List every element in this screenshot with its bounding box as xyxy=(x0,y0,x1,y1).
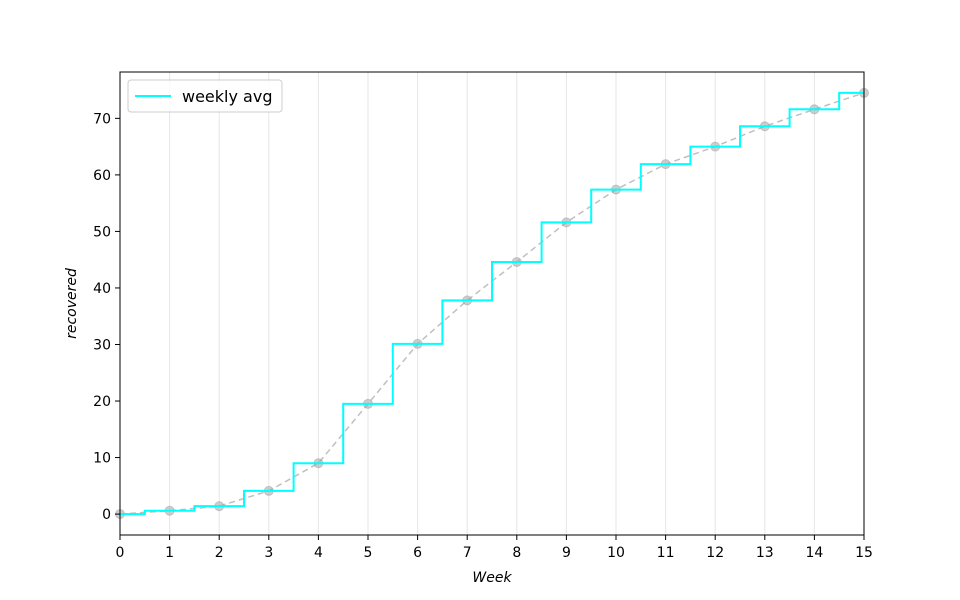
x-tick-label-14: 14 xyxy=(805,545,823,561)
y-axis-ticks: 0 10 20 30 40 50 60 70 xyxy=(93,111,120,523)
x-axis-ticks: 0 1 2 3 4 5 6 7 8 9 10 11 12 13 14 15 xyxy=(116,535,873,561)
x-tick-label-7: 7 xyxy=(463,545,472,561)
grid-layer xyxy=(119,72,865,535)
x-tick-label-6: 6 xyxy=(413,545,422,561)
legend: weekly avg xyxy=(127,79,283,113)
x-tick-label-12: 12 xyxy=(706,545,724,561)
x-tick-label-11: 11 xyxy=(657,545,675,561)
x-tick-label-15: 15 xyxy=(855,545,873,561)
x-tick-label-3: 3 xyxy=(264,545,273,561)
x-tick-label-10: 10 xyxy=(607,545,625,561)
data-layer xyxy=(115,87,869,520)
x-tick-label-4: 4 xyxy=(314,545,323,561)
y-tick-label-60: 60 xyxy=(93,168,111,184)
x-tick-label-5: 5 xyxy=(364,545,373,561)
y-axis-label: recovered xyxy=(64,268,80,339)
legend-box xyxy=(127,79,283,113)
y-tick-label-40: 40 xyxy=(93,281,111,297)
x-tick-label-9: 9 xyxy=(562,545,571,561)
y-tick-label-20: 20 xyxy=(93,394,111,410)
y-tick-label-0: 0 xyxy=(102,507,111,523)
x-tick-label-0: 0 xyxy=(116,545,125,561)
plot-frame xyxy=(119,71,865,536)
x-tick-label-13: 13 xyxy=(756,545,774,561)
y-tick-label-50: 50 xyxy=(93,224,111,240)
series-weekly-avg-step xyxy=(120,91,864,516)
x-tick-label-8: 8 xyxy=(512,545,521,561)
y-tick-label-30: 30 xyxy=(93,337,111,353)
x-tick-label-2: 2 xyxy=(215,545,224,561)
series-dashed-line xyxy=(119,92,865,515)
y-tick-label-10: 10 xyxy=(93,451,111,467)
x-axis-label: Week xyxy=(472,570,512,586)
x-tick-label-1: 1 xyxy=(165,545,174,561)
legend-label-weekly-avg: weekly avg xyxy=(182,87,272,106)
y-tick-label-70: 70 xyxy=(93,111,111,127)
